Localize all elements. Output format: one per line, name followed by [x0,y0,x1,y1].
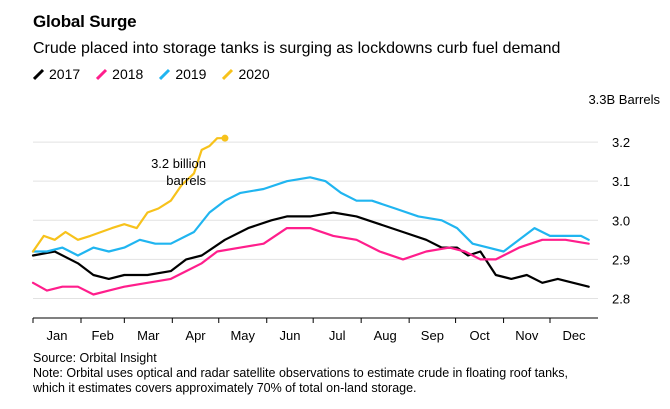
chart-subtitle: Crude placed into storage tanks is surgi… [33,40,561,57]
y-tick-label-3.1: 3.1 [612,174,630,189]
source-text: Source: Orbital Insight [33,351,157,365]
x-tick-label-jun: Jun [279,328,300,343]
legend-item-2019: 2019 [159,66,206,82]
legend-swatch-2020 [222,67,234,81]
x-tick-label-apr: Apr [185,328,206,343]
legend-label-2017: 2017 [49,66,81,82]
legend-label-2018: 2018 [112,66,144,82]
series-line-2018 [31,227,590,296]
y-tick-label-2.8: 2.8 [612,291,630,306]
x-tick-label-feb: Feb [91,328,113,343]
x-tick-label-nov: Nov [515,328,539,343]
series-line-2019 [31,176,590,257]
note-text-line2: which it estimates covers approximately … [33,381,417,395]
x-tick-label-may: May [230,328,255,343]
legend-label-2020: 2020 [238,66,270,82]
x-tick-label-dec: Dec [562,328,586,343]
legend-item-2018: 2018 [96,66,143,82]
series-2020-endpoint-marker [221,134,229,142]
chart-footer: Source: Orbital Insight Note: Orbital us… [33,351,653,396]
annotation-text-line1: 3.2 billion [151,156,206,171]
chart-legend: 2017 2018 2019 2020 [33,66,270,82]
note-text-line1: Note: Orbital uses optical and radar sat… [33,366,569,380]
chart-title: Global Surge [33,12,137,31]
series-line-2020 [31,137,226,253]
y-axis-unit-label: 3.3B Barrels [588,92,660,107]
legend-swatch-2019 [159,67,171,81]
y-tick-label-3.0: 3.0 [612,213,630,228]
x-tick-label-jul: Jul [329,328,346,343]
legend-item-2017: 2017 [33,66,80,82]
legend-swatch-2018 [96,67,108,81]
x-tick-label-mar: Mar [137,328,160,343]
y-tick-label-2.9: 2.9 [612,252,630,267]
legend-label-2019: 2019 [175,66,207,82]
x-tick-label-oct: Oct [469,328,490,343]
x-tick-label-jan: Jan [47,328,68,343]
legend-item-2020: 2020 [222,66,270,82]
y-tick-label-3.2: 3.2 [612,135,630,150]
annotation-text-line2: barrels [166,173,206,188]
legend-swatch-2017 [33,67,45,81]
series-line-2017 [31,211,590,288]
x-tick-label-sep: Sep [421,328,444,343]
x-tick-label-aug: Aug [374,328,397,343]
